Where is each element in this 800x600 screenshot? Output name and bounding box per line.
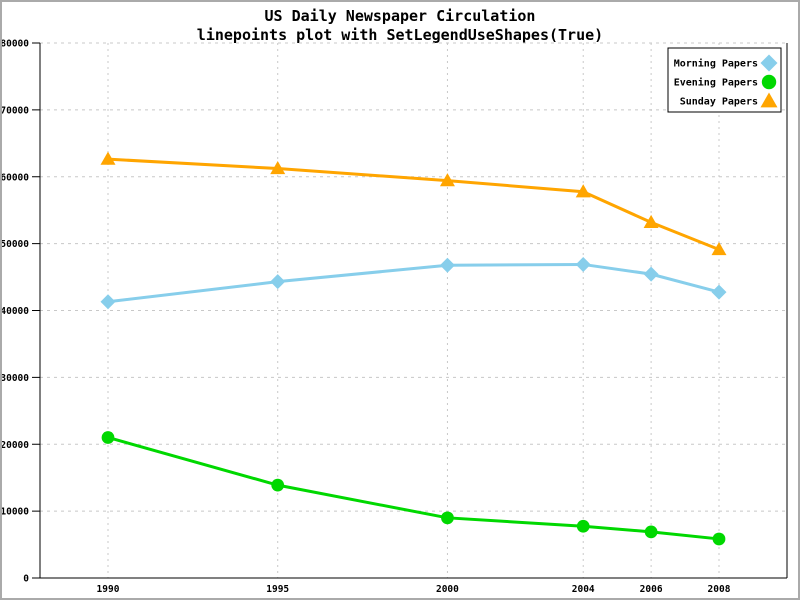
diamond-marker bbox=[439, 257, 455, 273]
x-tick-label: 2008 bbox=[708, 584, 731, 595]
legend-item-evening-papers: Evening Papers bbox=[674, 74, 777, 90]
x-tick-label: 2006 bbox=[640, 584, 663, 595]
legend: Morning Papers Evening Papers Sunday Paper… bbox=[667, 47, 782, 113]
chart-title: US Daily Newspaper Circulation bbox=[264, 7, 536, 25]
series-morning-papers bbox=[100, 256, 727, 310]
circle-marker bbox=[576, 519, 590, 533]
x-tick-label: 2000 bbox=[436, 584, 459, 595]
legend-label: Sunday Papers bbox=[680, 97, 758, 108]
diamond-legend-icon bbox=[760, 54, 778, 72]
x-tick-label: 1995 bbox=[266, 584, 289, 595]
triangle-marker bbox=[711, 242, 727, 256]
triangle-marker bbox=[643, 214, 659, 228]
diamond-marker bbox=[575, 256, 591, 272]
x-tick-label: 1990 bbox=[97, 584, 120, 595]
diamond-marker bbox=[100, 294, 116, 310]
circle-legend-icon bbox=[761, 74, 777, 90]
y-tick-label: 80000 bbox=[0, 39, 29, 50]
legend-item-morning-papers: Morning Papers bbox=[674, 54, 778, 72]
y-tick-label: 0 bbox=[23, 574, 29, 585]
diamond-marker bbox=[270, 274, 286, 290]
chart-subtitle: linepoints plot with SetLegendUseShapes(… bbox=[196, 26, 604, 44]
x-tick-label: 2004 bbox=[572, 584, 595, 595]
series-line bbox=[107, 157, 720, 251]
circle-marker bbox=[441, 511, 454, 525]
y-tick-label: 20000 bbox=[0, 440, 29, 451]
y-tick-labels: 0 10000 20000 30000 40000 50000 60000 70000 8000… bbox=[0, 39, 40, 585]
legend-item-sunday-papers: Sunday Papers bbox=[680, 92, 778, 108]
series-evening-papers bbox=[101, 431, 726, 546]
y-tick-label: 50000 bbox=[0, 239, 29, 250]
series-line bbox=[107, 262, 720, 304]
y-tick-label: 30000 bbox=[0, 373, 29, 384]
circle-marker bbox=[101, 431, 115, 444]
y-tick-label: 70000 bbox=[0, 105, 29, 116]
gridlines bbox=[40, 42, 787, 578]
series-sunday-papers bbox=[100, 151, 727, 256]
x-tick-labels: 1990 1995 2000 2004 2006 2008 bbox=[97, 584, 731, 595]
triangle-marker bbox=[270, 161, 286, 175]
y-tick-label: 60000 bbox=[0, 172, 29, 183]
circle-marker bbox=[644, 525, 658, 539]
circle-marker bbox=[712, 532, 726, 546]
series-line bbox=[107, 436, 720, 541]
diamond-marker bbox=[711, 284, 727, 300]
triangle-legend-icon bbox=[760, 92, 778, 108]
triangle-marker bbox=[575, 184, 591, 198]
y-tick-label: 40000 bbox=[0, 306, 29, 317]
legend-label: Morning Papers bbox=[674, 58, 758, 70]
legend-label: Evening Papers bbox=[674, 77, 758, 89]
circle-marker bbox=[271, 478, 285, 492]
triangle-marker bbox=[439, 173, 455, 187]
triangle-marker bbox=[100, 151, 116, 165]
diamond-marker bbox=[643, 266, 659, 282]
y-tick-label: 10000 bbox=[0, 507, 29, 518]
